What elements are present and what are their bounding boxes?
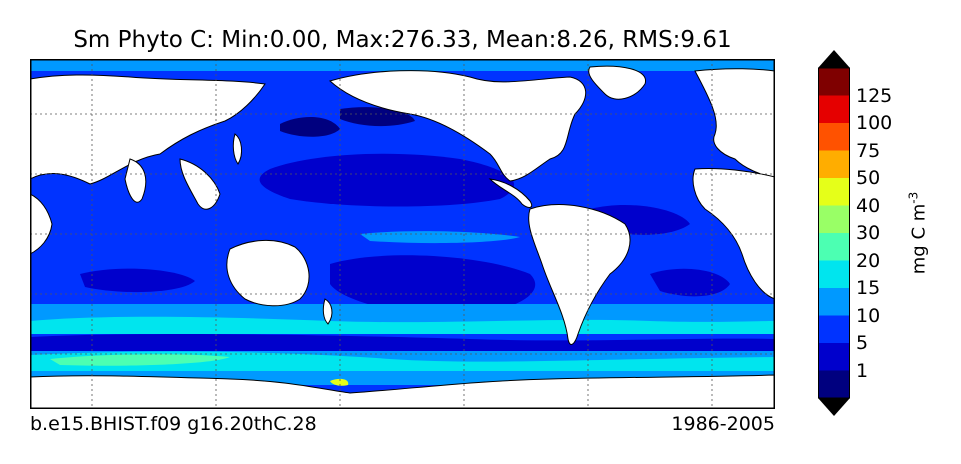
colorbar-tick-label: 75 [856,139,881,162]
colorbar-under-triangle [818,398,850,416]
colorbar-segment [818,95,850,123]
africa-west [30,193,53,255]
unit-text: mg C m [908,203,930,275]
colorbar-segment [818,370,850,398]
colorbar-segment [818,260,850,288]
colorbar-unit-label: mg C m-3 [907,192,930,274]
colorbar-tick-label: 100 [856,112,893,134]
arctic-band [30,59,775,71]
japan [232,133,243,165]
australia [226,239,310,307]
colorbar-over-triangle [818,50,850,68]
colorbar-segment [818,205,850,233]
india [124,158,147,203]
colorbar-segment [818,178,850,206]
colorbar-tick-label: 40 [856,194,881,217]
colorbar-segment [818,150,850,178]
date-range: 1986-2005 [671,413,775,435]
colorbar-tick-label: 30 [856,222,881,244]
central-america [488,178,533,208]
colorbar-tick-label: 20 [856,249,881,272]
colorbar-segment [818,315,850,343]
ocean-field-map [30,59,775,409]
south-america [528,204,631,345]
africa [692,167,775,300]
colorbar-segment [818,288,850,316]
south-pacific-gyre [330,255,536,317]
southeast-asia [179,158,221,210]
north-pacific-gyre [259,153,515,207]
southern-band-5 [50,354,230,366]
southern-deep-band [30,333,775,351]
gridlines [30,59,775,409]
case-name: b.e15.BHIST.f09 g16.20thC.28 [30,413,317,435]
colorbar [818,50,850,416]
colorbar-segment [818,123,850,151]
south-atlantic-gyre [650,268,730,297]
colorbar-tick-label: 1 [856,359,869,382]
map-title: Sm Phyto C: Min:0.00, Max:276.33, Mean:8… [73,27,732,53]
colorbar-tick-label: 50 [856,167,881,189]
colorbar-tick-label: 10 [856,304,881,327]
colorbar-tick-label: 125 [856,84,893,107]
colorbar-segment [818,233,850,261]
new-zealand [322,298,333,325]
north-pacific-deep [280,117,340,137]
colorbar-segment [818,343,850,371]
unit-exponent: -3 [906,191,921,204]
south-indian-gyre [80,268,195,293]
europe-east [694,68,775,180]
colorbar-tick-label: 15 [856,277,881,299]
peak-spot [330,378,349,386]
colorbar-border [818,67,850,399]
greenland [588,65,646,100]
map-border [30,59,775,409]
colorbar-segment [818,68,850,96]
eurasia [30,74,266,185]
colorbar-tick-label: 5 [856,332,869,354]
north-america [329,70,587,182]
